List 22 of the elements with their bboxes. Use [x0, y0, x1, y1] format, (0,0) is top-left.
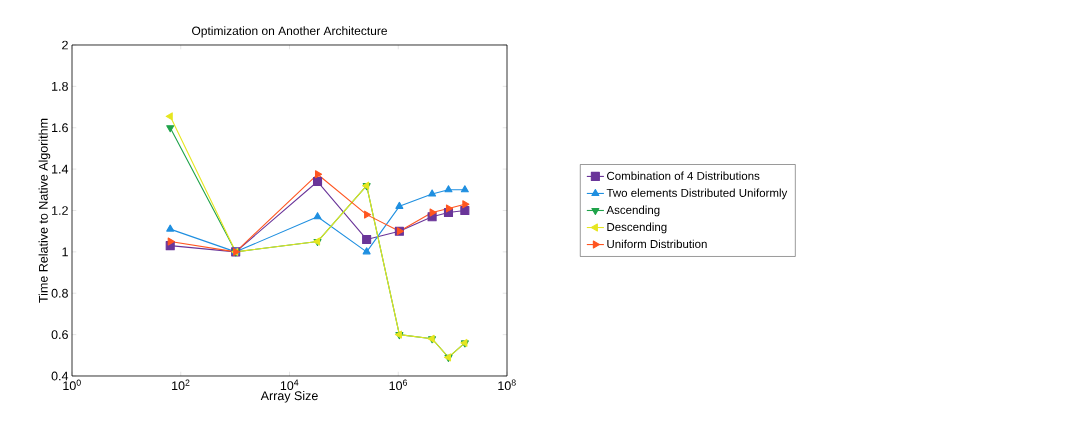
legend-label: Two elements Distributed Uniformly: [606, 188, 788, 200]
y-tick-label: 1.4: [52, 164, 69, 174]
x-tick-label: 10$^{8}$: [498, 379, 516, 391]
x-axis-title: Array Size: [260, 390, 318, 403]
legend-label: Uniform Distribution: [607, 239, 707, 249]
chart-title: Optimization on Another Architecture: [192, 26, 387, 38]
y-tick-label: 0.4: [51, 371, 69, 381]
legend-label: Ascending: [606, 205, 660, 217]
x-tick-label: 10$^{6}$: [389, 379, 408, 391]
x-tick-label: 10$^{4}$: [280, 379, 299, 391]
y-tick-label: 2: [62, 40, 68, 50]
x-tick-label: 10$^{2}$: [172, 379, 190, 391]
y-tick-label: 1: [62, 247, 68, 257]
y-tick-label: 1.2: [52, 206, 68, 215]
y-axis-title: Time Relative to Native Algorithm: [38, 118, 51, 303]
y-tick-label: 1.6: [52, 123, 68, 133]
y-tick-label: 1.8: [52, 81, 68, 91]
y-tick-label: 0.8: [51, 288, 68, 298]
legend-label: Descending: [607, 222, 667, 234]
y-tick-label: 0.6: [51, 330, 68, 340]
legend-label: Combination of 4 Distributions: [607, 171, 760, 180]
x-tick-label: 10$^{0}$: [63, 379, 81, 391]
